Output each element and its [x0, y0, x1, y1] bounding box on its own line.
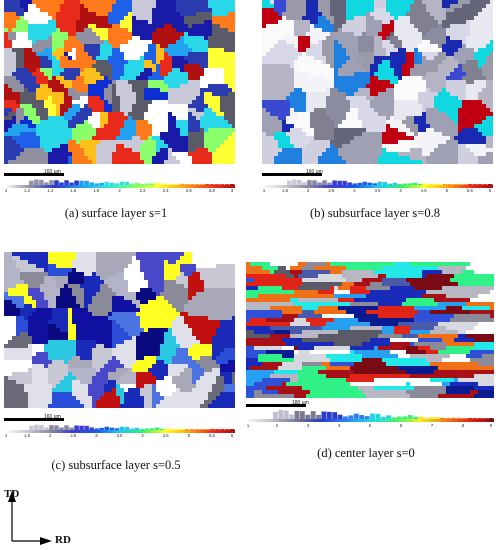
colorbar-tick-label: 5	[445, 188, 448, 193]
colorbar-tick-label: 5.5	[208, 433, 215, 438]
colorbar-tick-label: 2	[49, 433, 52, 438]
colorbar-tick-label: 3.5	[116, 433, 123, 438]
colorbar-tick-label: 4	[399, 188, 402, 193]
caption-d: (d) center layer s=0	[317, 446, 415, 460]
colorbar-tick-label: 8	[461, 423, 465, 428]
caption-b: (b) subsurface layer s=0.8	[310, 206, 440, 220]
colorbar-tick-label: 2.5	[328, 188, 335, 193]
colorbar-tick-label: 2.6	[185, 188, 192, 193]
ebsd-map-b	[262, 0, 493, 164]
axes-indicator	[8, 491, 52, 545]
arrow-up-icon	[8, 491, 16, 502]
colorbar-b: 1 1.5 2 2.5 3 3.5 4 4.5 5 5.5 6	[262, 176, 493, 194]
colorbar-tick-label: 2.5	[70, 433, 77, 438]
scale-label-b: 160 µm	[306, 169, 323, 175]
colorbar-tick-label: 1.5	[24, 433, 31, 438]
caption-a: (a) surface layer s=1	[64, 206, 168, 220]
scale-label-d: 180 µm	[292, 400, 309, 406]
arrow-right-icon	[40, 537, 52, 545]
caption-c: (c) subsurface layer s=0.5	[51, 458, 181, 472]
colorbar-d: 1 2 3 4 5 6 7 8 9	[246, 407, 494, 429]
colorbar-tick-label: 1	[246, 423, 250, 428]
colorbar-tick-label: 1	[4, 188, 8, 193]
ebsd-map-c	[4, 252, 235, 408]
colorbar-tick-label: 3	[353, 188, 356, 193]
colorbar-tick-label: 2	[307, 188, 310, 193]
colorbar-tick-label: 3	[230, 188, 234, 193]
rd-label: RD	[55, 534, 71, 546]
ebsd-map-d	[246, 262, 494, 398]
scale-label-c: 160 µm	[44, 414, 61, 420]
colorbar-tick-label: 2.4	[162, 188, 169, 193]
scale-label-a: 160 µm	[44, 169, 61, 175]
colorbar-tick-label: 1.4	[47, 188, 54, 193]
td-label: TD	[4, 488, 20, 500]
colorbar-tick-label: 2	[275, 423, 279, 428]
colorbar-tick-label: 2.8	[208, 188, 215, 193]
colorbar-tick-label: 3	[306, 423, 310, 428]
colorbar-c: 1 1.5 2 2.5 3 3.5 4 4.5 5 5.5 6	[4, 421, 235, 439]
colorbar-a: 1 1.2 1.4 1.6 1.8 2 2.2 2.4 2.6 2.8 3	[4, 176, 235, 194]
colorbar-tick-label: 7	[430, 423, 434, 428]
colorbar-tick-label: 4	[141, 433, 144, 438]
colorbar-tick-label: 1.6	[70, 188, 77, 193]
colorbar-tick-label: 5	[187, 433, 190, 438]
colorbar-tick-label: 1.8	[93, 188, 100, 193]
colorbar-tick-label: 6	[399, 423, 403, 428]
colorbar-tick-label: 1	[262, 188, 266, 193]
colorbar-tick-label: 5.5	[466, 188, 473, 193]
colorbar-tick-label: 4	[337, 423, 341, 428]
colorbar-tick-label: 6	[230, 433, 234, 438]
colorbar-tick-label: 3.5	[374, 188, 381, 193]
colorbar-tick-label: 2	[118, 188, 121, 193]
colorbar-tick-label: 1	[4, 433, 8, 438]
colorbar-tick-label: 3	[95, 433, 98, 438]
colorbar-tick-label: 6	[488, 188, 492, 193]
colorbar-tick-label: 9	[489, 423, 493, 428]
colorbar-tick-label: 5	[368, 423, 372, 428]
colorbar-tick-label: 2.2	[139, 188, 146, 193]
colorbar-tick-label: 4.5	[420, 188, 427, 193]
colorbar-tick-label: 4.5	[162, 433, 169, 438]
colorbar-tick-label: 1.5	[282, 188, 289, 193]
colorbar-tick-label: 1.2	[24, 188, 31, 193]
ebsd-map-a	[4, 0, 235, 164]
